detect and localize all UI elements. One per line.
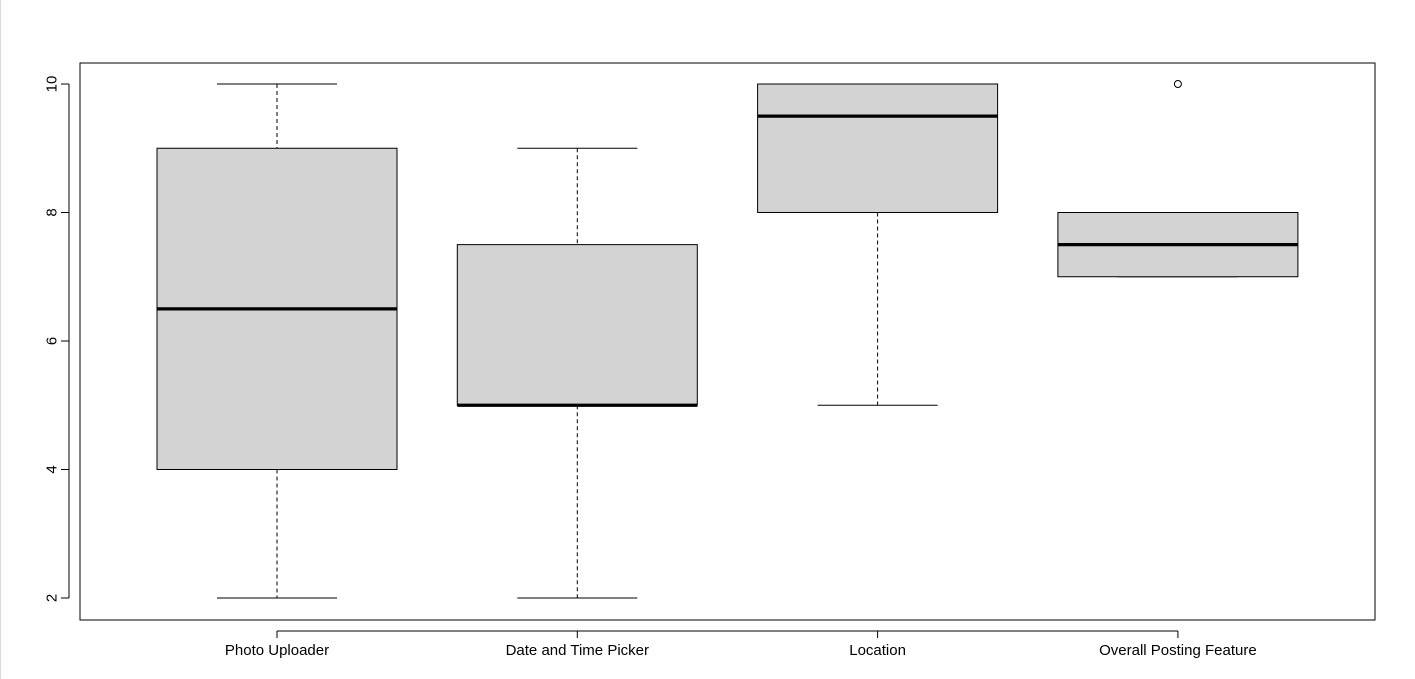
- iqr-box: [757, 83, 999, 213]
- y-tick-label: 6: [44, 337, 61, 345]
- x-tick-label: Photo Uploader: [225, 642, 329, 659]
- y-tick-label: 4: [44, 465, 61, 473]
- y-axis: 2 4 6 8 10: [44, 76, 70, 602]
- y-tick-label: 2: [44, 594, 61, 602]
- x-tick-label: Overall Posting Feature: [1099, 642, 1257, 659]
- box-1: [156, 83, 398, 599]
- x-axis: Photo Uploader Date and Time Picker Locati…: [225, 630, 1257, 659]
- y-tick-label: 10: [44, 76, 61, 93]
- plot-frame: [79, 62, 1376, 621]
- x-tick-label: Location: [849, 642, 906, 659]
- outlier-point: [1173, 80, 1182, 88]
- x-tick-label: Date and Time Picker: [506, 642, 649, 659]
- box-2: [456, 147, 698, 599]
- y-tick-label: 8: [44, 208, 61, 216]
- box-4: [1057, 80, 1299, 278]
- iqr-box: [456, 244, 698, 406]
- boxes-layer: [156, 80, 1299, 599]
- page-edge: [0, 0, 1, 679]
- box-3: [757, 83, 999, 406]
